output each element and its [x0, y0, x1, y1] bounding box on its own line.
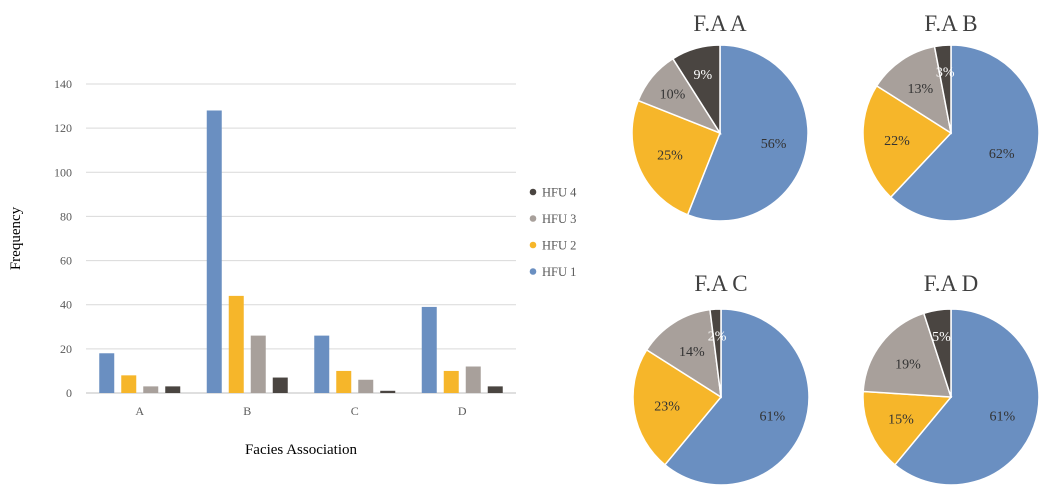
pie-slice-hfu-3	[645, 308, 722, 399]
bar-hfu-3-c	[358, 379, 374, 393]
bar-hfu-1-c	[314, 335, 330, 393]
bar-hfu-1-d	[421, 306, 437, 393]
y-tick-label: 120	[54, 121, 72, 135]
y-tick-label: 140	[54, 77, 72, 91]
pie-slice-hfu-4	[922, 308, 952, 398]
bar-hfu-1-b	[206, 110, 222, 393]
pie-data-label: 22%	[884, 134, 910, 149]
pie-data-label: 2%	[708, 330, 727, 345]
pie-data-label: 61%	[759, 410, 785, 425]
pie-data-label: 61%	[989, 410, 1015, 425]
pie-slice-hfu-1	[663, 308, 810, 486]
bar-hfu-2-b	[228, 295, 244, 393]
pie-data-label: 13%	[907, 82, 933, 97]
pie-title: F.A D	[924, 271, 978, 296]
y-tick-label: 60	[60, 254, 72, 268]
x-tick-label: D	[458, 404, 467, 418]
pie-slice-hfu-4	[671, 44, 721, 136]
pie-slice-hfu-2	[862, 390, 953, 466]
pie-slice-hfu-2	[632, 348, 723, 466]
pie-data-label: 19%	[895, 358, 921, 373]
legend-marker-hfu-4	[529, 188, 537, 196]
pie-data-label: 62%	[989, 147, 1015, 162]
legend-marker-hfu-2	[529, 241, 537, 249]
bar-chart: 0 20 40 60 80 100 120 140 A B C D Frequency Facies As…	[8, 77, 577, 458]
pie-data-label: 56%	[761, 137, 787, 152]
pie-slice-hfu-2	[631, 99, 721, 216]
y-tick-label: 100	[54, 165, 72, 179]
pie-data-label: 3%	[936, 66, 955, 81]
bar-hfu-3-d	[465, 366, 481, 393]
pie-chart-3: F.A C 61% 23% 14%2%	[632, 271, 810, 486]
x-tick-label: C	[351, 404, 359, 418]
pie-data-label: 14%	[679, 345, 705, 360]
pie-slice-hfu-1	[893, 308, 1040, 486]
pie-title: F.A B	[924, 11, 977, 36]
bar-hfu-4-d	[487, 386, 503, 393]
y-tick-label: 0	[66, 386, 72, 400]
pie-chart-4: F.A D 61% 15% 19% 5%	[862, 271, 1040, 486]
y-axis-label: Frequency	[8, 206, 24, 270]
x-tick-label: A	[135, 404, 144, 418]
y-tick-label: 20	[60, 342, 72, 356]
legend-label-hfu-3: HFU 3	[542, 212, 576, 226]
pie-data-label: 9%	[693, 68, 712, 83]
pie-slice-hfu-4	[933, 44, 952, 134]
pie-slice-hfu-4	[709, 308, 722, 398]
legend-marker-hfu-3	[529, 215, 537, 222]
y-tick-label: 40	[60, 298, 72, 312]
pie-title: F.A A	[693, 11, 747, 36]
pie-chart-1: F.A A 56% 25% 10% 9%	[631, 11, 809, 222]
legend-marker-hfu-1	[529, 268, 537, 275]
y-tick-label: 80	[60, 209, 72, 223]
bar-hfu-3-a	[143, 386, 159, 393]
x-axis-label: Facies Association	[245, 442, 358, 458]
pie-data-label: 15%	[888, 413, 914, 428]
pie-slice-hfu-3	[875, 45, 953, 135]
bar-hfu-2-a	[121, 375, 137, 393]
bar-hfu-1-a	[99, 353, 115, 393]
pie-slice-hfu-2	[862, 84, 953, 199]
pie-title: F.A C	[694, 271, 747, 296]
pie-data-label: 5%	[932, 330, 951, 345]
pie-data-label: 23%	[654, 400, 680, 415]
pie-slice-hfu-1	[889, 44, 1040, 222]
pie-data-label: 10%	[660, 88, 686, 103]
bar-hfu-4-b	[272, 377, 288, 393]
pie-data-label: 25%	[657, 149, 683, 164]
legend-label-hfu-4: HFU 4	[542, 186, 577, 200]
legend-label-hfu-2: HFU 2	[542, 239, 576, 253]
bar-hfu-2-d	[443, 370, 459, 393]
x-tick-label: B	[243, 404, 251, 418]
bar-hfu-4-c	[380, 390, 396, 393]
legend: HFU 4 HFU 3 HFU 2 HFU 1	[529, 186, 577, 279]
bar-hfu-2-c	[336, 370, 352, 393]
legend-label-hfu-1: HFU 1	[542, 265, 576, 279]
pie-chart-2: F.A B 62% 22% 13%3%	[862, 11, 1040, 222]
bar-hfu-3-b	[250, 335, 266, 393]
pie-slice-hfu-3	[862, 312, 953, 398]
bar-hfu-4-a	[165, 386, 181, 393]
pie-slice-hfu-1	[686, 44, 809, 222]
pie-charts: F.A A 56% 25% 10% 9% F.A B 62% 22% 13%3% F.A C 61%…	[631, 11, 1040, 486]
